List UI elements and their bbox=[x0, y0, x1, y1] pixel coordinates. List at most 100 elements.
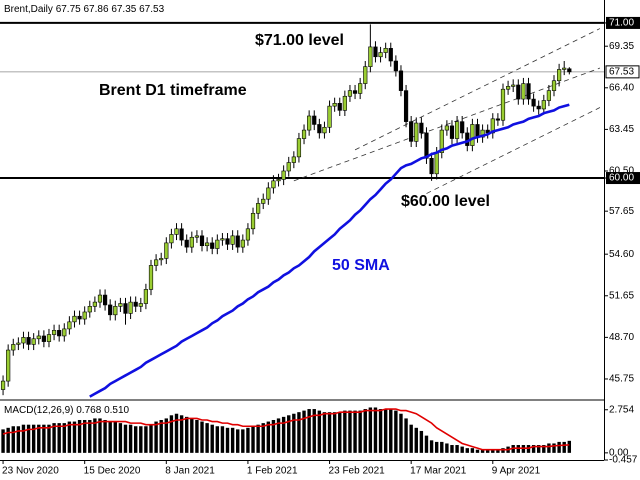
macd-bar bbox=[16, 426, 21, 453]
candle-body bbox=[179, 228, 184, 241]
trendline bbox=[354, 28, 601, 151]
macd-bar bbox=[552, 443, 556, 453]
macd-bar bbox=[174, 413, 179, 453]
macd-bar bbox=[363, 409, 367, 453]
candle-body bbox=[347, 90, 353, 97]
candle-body bbox=[174, 228, 179, 235]
candle-body bbox=[281, 170, 286, 180]
candle-body bbox=[123, 303, 128, 314]
x-tick-label: 15 Dec 2020 bbox=[84, 466, 141, 477]
candle-body bbox=[480, 129, 485, 138]
y-tick-label: 60.50 bbox=[609, 166, 634, 177]
y-tick-label: 63.45 bbox=[609, 124, 634, 135]
candle-body bbox=[363, 66, 368, 84]
candle-body bbox=[210, 242, 215, 249]
macd-bar bbox=[98, 418, 102, 453]
candle-body bbox=[21, 337, 26, 344]
macd-bar bbox=[261, 423, 265, 453]
candle-body bbox=[301, 129, 307, 139]
candle-body bbox=[434, 152, 439, 175]
candle-body bbox=[429, 157, 434, 175]
macd-bar bbox=[440, 441, 444, 453]
candle-body bbox=[546, 90, 552, 101]
candle-body bbox=[419, 122, 424, 134]
candle-body bbox=[72, 315, 77, 323]
macd-bar bbox=[82, 419, 87, 453]
macd-bar bbox=[531, 445, 536, 453]
candle-body bbox=[424, 132, 429, 159]
macd-bar bbox=[281, 416, 286, 453]
candle-body bbox=[358, 83, 363, 94]
candle-body bbox=[108, 304, 113, 316]
candle-body bbox=[215, 239, 220, 249]
x-tick-label: 9 Apr 2021 bbox=[492, 466, 541, 477]
macd-bar bbox=[164, 418, 169, 453]
candle-body bbox=[0, 380, 6, 390]
macd-bar bbox=[118, 423, 123, 453]
candle-body bbox=[189, 236, 194, 248]
candle-body bbox=[414, 122, 419, 142]
candle-body bbox=[199, 235, 205, 247]
x-tick-label: 17 Mar 2021 bbox=[410, 466, 467, 477]
high-value: 67.86 bbox=[84, 4, 109, 15]
candle-body bbox=[567, 68, 572, 73]
candle-body bbox=[454, 121, 460, 139]
y-tick-label: 69.35 bbox=[609, 41, 634, 52]
candle-body bbox=[250, 212, 256, 230]
candle-body bbox=[266, 187, 271, 200]
y-tick-label: 54.60 bbox=[609, 249, 634, 260]
candle-body bbox=[92, 301, 97, 307]
candle-body bbox=[368, 46, 373, 67]
macd-bar bbox=[266, 421, 271, 453]
candle-body bbox=[327, 105, 332, 128]
candle-body bbox=[46, 334, 52, 342]
candle-body bbox=[16, 342, 21, 345]
candle-body bbox=[87, 306, 92, 313]
macd-bar bbox=[21, 424, 26, 453]
low-value: 67.35 bbox=[111, 4, 136, 15]
macd-bar bbox=[67, 421, 72, 453]
candle-body bbox=[36, 335, 41, 340]
y-tick-label: 48.70 bbox=[609, 332, 634, 343]
candle-body bbox=[403, 90, 409, 122]
candle-body bbox=[138, 303, 143, 307]
close-value: 67.53 bbox=[139, 4, 164, 15]
tick-label-box bbox=[606, 16, 640, 29]
candle-body bbox=[82, 311, 87, 320]
candle-body bbox=[230, 235, 235, 245]
macd-bar bbox=[123, 424, 128, 453]
macd-bar bbox=[251, 426, 255, 453]
macd-bar bbox=[394, 410, 398, 453]
candle-body bbox=[460, 121, 465, 134]
macd-bar bbox=[389, 409, 393, 453]
x-tick-label: 1 Feb 2021 bbox=[247, 466, 298, 477]
candle-body bbox=[51, 330, 57, 335]
candle-body bbox=[286, 162, 291, 172]
macd-bar bbox=[271, 419, 276, 453]
macd-bar bbox=[562, 441, 566, 453]
signal-line bbox=[2, 408, 570, 451]
sma-line bbox=[89, 103, 570, 398]
macd-bar bbox=[302, 410, 306, 453]
macd-bar bbox=[383, 409, 388, 453]
annotation: $60.00 level bbox=[401, 193, 490, 210]
macd-bar bbox=[256, 424, 260, 453]
macd-bar bbox=[537, 445, 541, 453]
macd-bar bbox=[368, 407, 373, 453]
macd-bar bbox=[128, 424, 133, 453]
candle-body bbox=[235, 235, 240, 248]
macd-bar bbox=[1, 429, 5, 453]
candle-body bbox=[77, 315, 82, 320]
candle-body bbox=[511, 84, 516, 87]
macd-bar bbox=[215, 426, 220, 453]
macd-bar bbox=[88, 419, 92, 453]
macd-header: MACD(12,26,9) 0.768 0.510 bbox=[4, 405, 130, 416]
macd-bar bbox=[343, 410, 347, 453]
candle-body bbox=[444, 125, 449, 131]
candle-body bbox=[383, 48, 388, 53]
macd-bar bbox=[338, 412, 342, 453]
candle-body bbox=[143, 289, 148, 304]
candle-body bbox=[317, 124, 322, 134]
macd-bar bbox=[37, 424, 41, 453]
